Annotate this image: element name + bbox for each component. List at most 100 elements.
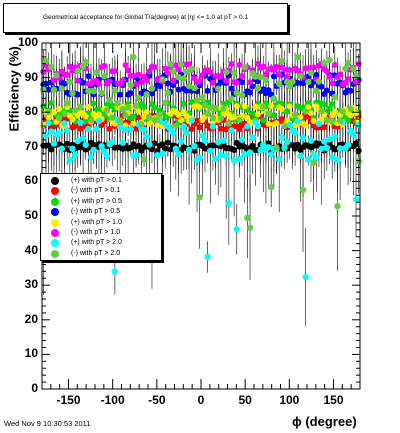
data-point xyxy=(207,147,214,154)
data-point xyxy=(262,71,269,78)
data-point xyxy=(146,114,153,121)
data-point xyxy=(201,137,209,144)
data-point xyxy=(238,92,246,99)
data-point xyxy=(117,91,124,98)
data-point xyxy=(79,135,87,142)
data-point xyxy=(50,109,57,116)
data-point xyxy=(130,53,137,61)
data-point xyxy=(186,61,193,68)
data-point xyxy=(119,139,127,146)
data-point xyxy=(154,122,161,129)
data-point xyxy=(140,126,148,133)
legend-label: (+) with pT > 0.5 xyxy=(71,197,122,205)
data-point xyxy=(175,86,182,93)
data-point xyxy=(204,253,211,261)
data-point xyxy=(334,156,341,164)
data-point xyxy=(281,66,288,73)
data-point xyxy=(85,103,92,110)
data-point xyxy=(270,112,277,119)
data-point xyxy=(222,152,230,160)
data-point xyxy=(244,123,251,130)
data-point xyxy=(50,140,58,147)
data-point xyxy=(302,122,309,129)
data-point xyxy=(321,59,328,67)
legend-item: (-) with pT > 0.1 xyxy=(41,186,161,196)
data-point xyxy=(231,146,238,153)
data-point xyxy=(162,65,169,72)
data-point xyxy=(355,147,362,154)
data-point xyxy=(175,66,182,73)
data-point xyxy=(106,78,113,85)
y-tick-label: 80 xyxy=(24,104,38,119)
data-point xyxy=(140,156,148,163)
data-point xyxy=(318,107,325,115)
data-point xyxy=(297,152,304,160)
data-point xyxy=(286,103,293,110)
data-point xyxy=(268,151,275,158)
data-point xyxy=(326,73,333,80)
data-point xyxy=(64,72,71,79)
data-point xyxy=(194,117,201,124)
data-point xyxy=(98,89,105,97)
data-point xyxy=(101,148,108,155)
data-point xyxy=(193,97,201,104)
data-point xyxy=(331,133,339,140)
data-point xyxy=(64,140,71,147)
data-point xyxy=(130,120,137,127)
data-point xyxy=(353,109,360,116)
data-point xyxy=(82,113,89,120)
data-point xyxy=(45,119,52,127)
data-point xyxy=(254,111,261,118)
data-point xyxy=(90,88,97,95)
data-point xyxy=(188,65,195,73)
data-point xyxy=(159,76,166,83)
legend: (+) with pT > 0.1 (-) with pT > 0.1 (+) wi… xyxy=(40,173,162,261)
data-point xyxy=(204,110,211,117)
x-tick-label: -50 xyxy=(148,393,166,407)
data-point xyxy=(111,87,119,94)
data-point xyxy=(69,145,76,152)
data-point xyxy=(233,89,240,97)
data-point xyxy=(82,141,89,148)
data-point xyxy=(334,202,341,210)
legend-item: (+) with pT > 2.0 xyxy=(41,238,161,248)
data-point xyxy=(71,106,79,114)
data-point xyxy=(344,59,352,67)
data-point xyxy=(141,113,148,120)
data-point xyxy=(45,114,52,121)
data-point xyxy=(238,136,246,144)
data-point xyxy=(196,194,203,201)
data-point xyxy=(212,105,219,112)
data-point xyxy=(95,117,103,125)
data-point xyxy=(328,118,336,125)
legend-item: (-) with pT > 0.5 xyxy=(41,207,161,217)
data-point xyxy=(241,63,248,71)
data-point xyxy=(286,66,293,73)
data-point xyxy=(321,101,328,108)
data-point xyxy=(159,141,166,148)
data-point xyxy=(236,61,243,68)
data-point xyxy=(302,108,309,115)
data-point xyxy=(347,112,354,119)
data-point xyxy=(48,146,55,153)
data-point xyxy=(326,105,333,112)
data-point xyxy=(109,138,116,146)
data-point xyxy=(313,71,320,78)
data-point xyxy=(196,154,203,162)
data-point xyxy=(246,149,254,156)
data-point xyxy=(159,150,166,157)
data-point xyxy=(172,62,179,69)
data-point xyxy=(215,139,222,146)
data-point xyxy=(355,122,362,129)
data-point xyxy=(268,103,275,110)
data-point xyxy=(56,114,63,122)
y-tick-label: 10 xyxy=(24,346,38,361)
data-point xyxy=(172,145,180,152)
data-point xyxy=(50,86,58,93)
data-point xyxy=(122,112,129,119)
data-point xyxy=(69,116,76,123)
data-point xyxy=(93,125,100,133)
data-point xyxy=(244,114,251,121)
data-point xyxy=(172,122,180,130)
